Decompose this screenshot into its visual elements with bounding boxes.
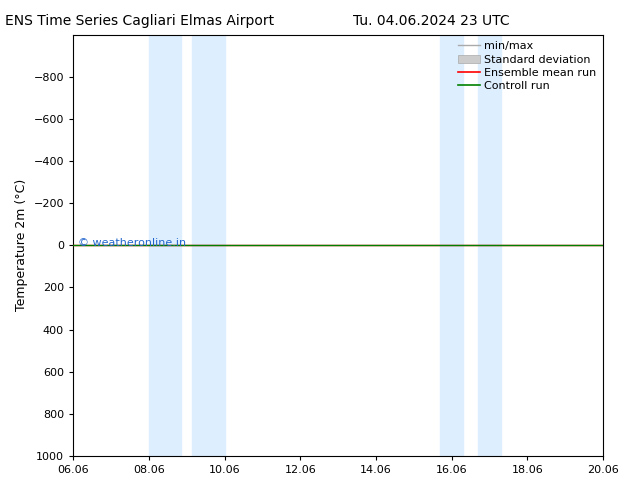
Y-axis label: Temperature 2m (°C): Temperature 2m (°C) [15,179,28,312]
Bar [149,35,181,456]
Bar [192,35,224,456]
Bar [441,35,463,456]
Legend: min/max, Standard deviation, Ensemble mean run, Controll run: min/max, Standard deviation, Ensemble me… [453,37,601,96]
Text: ENS Time Series Cagliari Elmas Airport: ENS Time Series Cagliari Elmas Airport [5,14,274,28]
Bar [478,35,501,456]
Text: © weatheronline.in: © weatheronline.in [79,238,186,248]
Text: Tu. 04.06.2024 23 UTC: Tu. 04.06.2024 23 UTC [353,14,510,28]
